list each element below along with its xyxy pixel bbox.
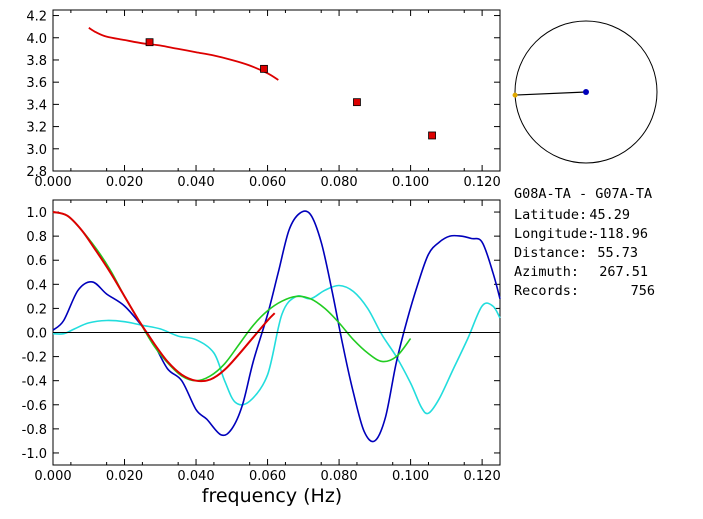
info-distance-value: 55.73 <box>597 245 638 261</box>
info-azimuth-value: 267.51 <box>599 264 648 280</box>
info-records-value: 756 <box>631 283 655 299</box>
x-tick-label: 0.100 <box>392 175 429 190</box>
x-tick-label: 0.100 <box>392 469 429 484</box>
y-tick-label: 3.6 <box>26 76 47 91</box>
velocity-ticks: 0.000 0.020 0.040 0.060 0.080 0.100 0.120 2.8 3.… <box>26 10 500 190</box>
info-azimuth-label: Azimuth: <box>514 264 579 280</box>
azimuth-ray <box>515 91 587 96</box>
coherency-line-blue <box>52 210 501 443</box>
coherency-ticks: 0.000 0.020 0.040 0.060 0.080 0.100 0.120 -1.0 -… <box>22 200 501 484</box>
y-tick-label: 0.2 <box>26 302 47 317</box>
y-tick-label: 1.0 <box>26 206 47 221</box>
x-tick-label: 0.020 <box>106 469 143 484</box>
x-axis-label: frequency (Hz) <box>202 485 342 507</box>
y-tick-label: 3.8 <box>26 54 47 69</box>
velocity-curve <box>88 27 279 81</box>
coherency-panel: 0.000 0.020 0.040 0.060 0.080 0.100 0.120 -1.0 -… <box>22 199 501 507</box>
y-tick-label: 2.8 <box>26 165 47 180</box>
velocity-panel: 0.000 0.020 0.040 0.060 0.080 0.100 0.120 2.8 3.… <box>26 9 501 190</box>
y-tick-label: 4.2 <box>26 10 47 25</box>
y-tick-label: -1.0 <box>22 447 47 462</box>
info-latitude-value: 45.29 <box>589 207 630 223</box>
y-tick-label: 0.8 <box>26 230 47 245</box>
coherency-line-green <box>52 211 412 382</box>
y-tick-label: 3.0 <box>26 143 47 158</box>
info-longitude-label: Longitude: <box>514 226 595 242</box>
azimuth-diagram <box>512 20 658 164</box>
y-tick-label: 3.2 <box>26 121 47 136</box>
azimuth-circle <box>514 20 658 164</box>
info-records-label: Records: <box>514 283 579 299</box>
y-tick-label: 0.6 <box>26 254 47 269</box>
station-pair: G08A-TA - G07A-TA <box>514 186 652 202</box>
velocity-points <box>145 38 436 140</box>
azimuth-center-dot <box>583 89 589 95</box>
velocity-point <box>353 98 361 107</box>
coherency-series <box>52 210 501 443</box>
y-tick-label: 0.0 <box>26 327 47 342</box>
y-tick-label: 4.0 <box>26 32 47 47</box>
x-tick-label: 0.080 <box>320 469 357 484</box>
info-latitude-label: Latitude: <box>514 207 587 223</box>
x-tick-label: 0.040 <box>177 175 214 190</box>
x-tick-label: 0.040 <box>177 469 214 484</box>
velocity-point <box>145 38 154 47</box>
x-tick-label: 0.020 <box>106 175 143 190</box>
x-tick-label: 0.000 <box>34 175 71 190</box>
x-tick-label: 0.080 <box>320 175 357 190</box>
y-tick-label: 3.4 <box>26 98 47 113</box>
velocity-point <box>428 131 436 140</box>
velocity-point <box>260 64 268 73</box>
x-tick-label: 0.060 <box>249 469 286 484</box>
y-tick-label: -0.8 <box>22 423 47 438</box>
y-tick-label: 0.4 <box>26 278 47 293</box>
x-tick-label: 0.120 <box>464 469 501 484</box>
info-longitude-value: -118.96 <box>591 226 648 242</box>
coherency-line-red <box>52 211 276 383</box>
x-tick-label: 0.060 <box>249 175 286 190</box>
x-tick-label: 0.120 <box>464 175 501 190</box>
azimuth-end-dot <box>512 92 518 98</box>
y-tick-label: -0.6 <box>22 399 47 414</box>
station-info: G08A-TA - G07A-TA Latitude: 45.29 Longit… <box>514 186 655 299</box>
y-tick-label: -0.2 <box>22 351 47 366</box>
x-tick-label: 0.000 <box>34 469 71 484</box>
y-tick-label: -0.4 <box>22 375 47 390</box>
info-distance-label: Distance: <box>514 245 587 261</box>
velocity-plot-frame <box>52 9 501 172</box>
